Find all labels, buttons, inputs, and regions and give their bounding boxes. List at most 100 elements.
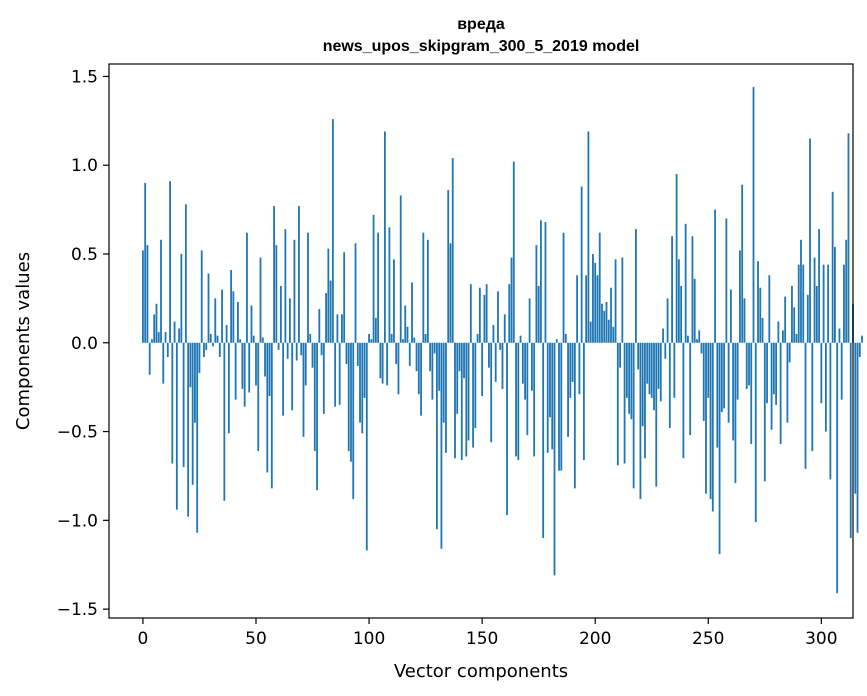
bar-303 xyxy=(827,264,830,343)
bar-44 xyxy=(241,342,244,389)
bar-177 xyxy=(542,342,545,539)
bar-65 xyxy=(289,298,291,343)
bar-119 xyxy=(411,282,413,343)
bar-217 xyxy=(632,342,635,489)
bar-29 xyxy=(207,273,210,343)
bar-188 xyxy=(567,342,569,437)
bar-30 xyxy=(209,333,212,343)
bar-14 xyxy=(173,321,176,343)
bar-12 xyxy=(169,181,171,343)
bar-184 xyxy=(558,342,560,471)
bar-243 xyxy=(691,236,694,343)
bar-131 xyxy=(438,342,441,391)
bar-51 xyxy=(257,342,260,452)
bar-282 xyxy=(779,342,782,444)
bar-232 xyxy=(666,298,669,343)
bar-146 xyxy=(472,342,474,448)
bar-240 xyxy=(684,223,687,343)
bar-192 xyxy=(576,275,579,343)
bar-281 xyxy=(777,321,780,343)
bar-266 xyxy=(743,298,746,343)
bar-24 xyxy=(196,342,199,533)
bar-23 xyxy=(194,342,196,423)
bar-129 xyxy=(433,342,436,354)
bar-256 xyxy=(720,342,723,413)
bar-141 xyxy=(460,342,463,460)
bar-86 xyxy=(336,314,339,343)
bar-10 xyxy=(164,332,167,343)
bar-239 xyxy=(682,342,685,459)
bars-group xyxy=(142,87,863,594)
bar-215 xyxy=(628,342,631,414)
bar-120 xyxy=(413,337,416,343)
bar-96 xyxy=(359,342,361,423)
bar-298 xyxy=(815,285,818,343)
bar-168 xyxy=(521,342,524,384)
bar-208 xyxy=(612,326,615,343)
bar-136 xyxy=(449,243,452,343)
bar-310 xyxy=(843,264,845,343)
chart-title-line2: news_upos_skipgram_300_5_2019 model xyxy=(323,38,640,55)
bar-180 xyxy=(549,342,551,418)
bar-245 xyxy=(696,339,698,343)
bar-249 xyxy=(705,342,707,494)
bar-41 xyxy=(234,342,237,400)
bar-66 xyxy=(291,342,294,411)
bar-204 xyxy=(603,310,606,343)
bar-159 xyxy=(501,342,504,389)
bar-54 xyxy=(264,342,266,377)
bar-7 xyxy=(157,332,160,343)
bar-147 xyxy=(474,342,477,429)
bar-289 xyxy=(795,333,798,343)
bar-237 xyxy=(677,259,680,343)
bar-317 xyxy=(858,342,861,357)
bar-89 xyxy=(343,252,346,343)
bar-299 xyxy=(818,229,820,343)
bar-5 xyxy=(153,314,156,343)
bar-69 xyxy=(298,206,300,343)
bar-80 xyxy=(322,342,325,414)
bar-73 xyxy=(307,232,309,343)
bar-115 xyxy=(402,339,404,343)
bar-166 xyxy=(517,342,520,460)
bar-195 xyxy=(582,342,585,460)
bar-265 xyxy=(741,184,744,343)
bar-286 xyxy=(788,342,791,363)
x-tick-label: 300 xyxy=(805,629,837,649)
bar-104 xyxy=(377,232,380,343)
y-tick-label: 0.5 xyxy=(71,245,98,265)
bar-306 xyxy=(834,246,836,343)
bar-257 xyxy=(723,342,726,409)
bar-28 xyxy=(205,342,208,350)
bar-222 xyxy=(644,342,646,459)
bar-189 xyxy=(569,342,572,398)
bar-68 xyxy=(295,342,298,361)
bar-262 xyxy=(734,342,737,484)
bar-17 xyxy=(180,253,183,343)
bar-8 xyxy=(160,239,162,343)
y-axis: −1.5 −1.0 −0.5 0.0 0.5 1.0 1.5 xyxy=(57,67,109,620)
bar-272 xyxy=(757,261,759,343)
bar-88 xyxy=(341,314,343,343)
bar-315 xyxy=(854,342,857,494)
bar-16 xyxy=(178,328,181,343)
bar-71 xyxy=(302,342,305,437)
bar-191 xyxy=(573,342,576,489)
bar-137 xyxy=(451,158,454,343)
bar-124 xyxy=(422,232,425,343)
bar-273 xyxy=(759,287,762,343)
bar-134 xyxy=(445,342,447,453)
bar-101 xyxy=(370,339,373,343)
y-tick-label: 1.0 xyxy=(71,156,98,176)
bar-46 xyxy=(246,232,248,343)
bar-162 xyxy=(508,284,511,343)
bar-309 xyxy=(840,342,843,400)
bar-26 xyxy=(200,250,203,343)
bar-118 xyxy=(408,342,411,366)
bar-153 xyxy=(488,342,490,368)
bar-11 xyxy=(166,342,169,357)
bar-53 xyxy=(261,337,264,343)
bar-253 xyxy=(714,209,716,343)
bar-133 xyxy=(442,342,445,423)
bar-300 xyxy=(820,342,823,404)
